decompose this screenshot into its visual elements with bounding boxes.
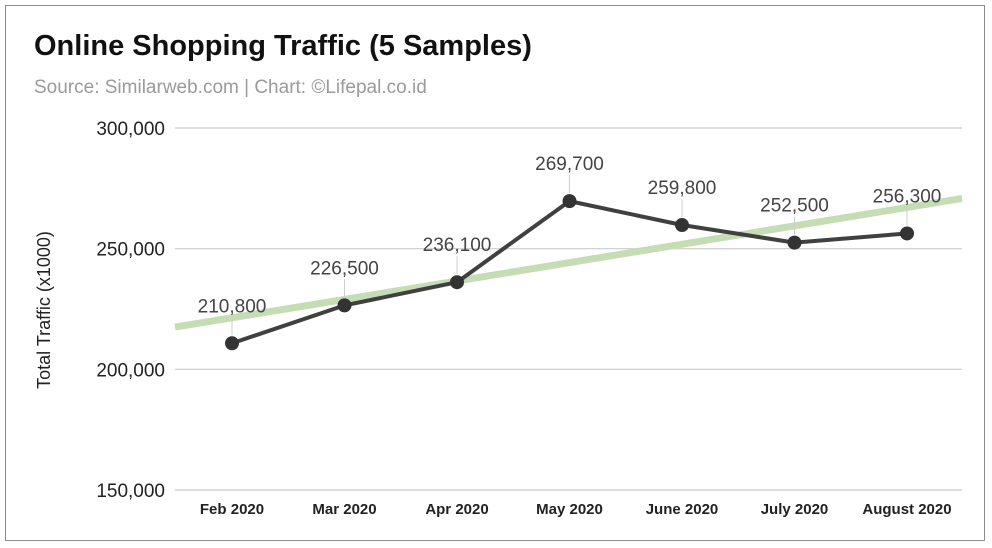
x-tick-label: Apr 2020 — [425, 501, 488, 518]
data-point — [562, 194, 577, 209]
data-label: 256,300 — [873, 186, 942, 207]
x-tick-label: July 2020 — [761, 501, 829, 518]
data-point — [900, 226, 914, 241]
x-tick-label: Mar 2020 — [312, 501, 376, 518]
y-tick-label: 250,000 — [96, 240, 165, 261]
data-point — [675, 218, 689, 233]
x-tick-label: Feb 2020 — [200, 501, 264, 518]
y-tick-label: 300,000 — [96, 119, 165, 140]
x-tick-label: June 2020 — [646, 501, 719, 518]
data-point — [225, 336, 239, 351]
data-label: 226,500 — [310, 258, 379, 279]
data-label: 210,800 — [198, 296, 267, 317]
chart-title: Online Shopping Traffic (5 Samples) — [34, 30, 532, 62]
data-label: 269,700 — [535, 154, 604, 175]
data-point — [787, 235, 802, 250]
x-tick-label: May 2020 — [536, 501, 603, 518]
trendline — [174, 195, 963, 331]
data-point — [450, 275, 464, 290]
data-label: 236,100 — [423, 235, 492, 256]
data-label: 252,500 — [760, 196, 829, 217]
y-tick-label: 150,000 — [96, 481, 165, 502]
chart-subtitle: Source: Similarweb.com | Chart: ©Lifepal… — [34, 77, 427, 98]
y-tick-label: 200,000 — [96, 360, 165, 381]
x-tick-label: August 2020 — [862, 501, 951, 518]
data-label: 259,800 — [648, 178, 717, 199]
y-axis-label: Total Traffic (x1000) — [34, 231, 54, 389]
data-point — [337, 298, 352, 313]
